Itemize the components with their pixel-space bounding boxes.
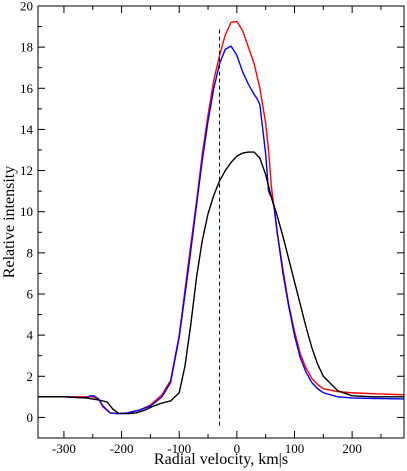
x-axis-label: Radial velocity, km|s: [154, 451, 288, 468]
x-tick-label: -200: [110, 441, 134, 456]
x-tick-label: 200: [342, 441, 362, 456]
y-tick-label: 20: [20, 0, 33, 14]
y-tick-label: 14: [20, 122, 34, 137]
y-tick-label: 18: [20, 40, 33, 55]
x-tick-label: 100: [285, 441, 305, 456]
series-line-2: [38, 45, 404, 415]
y-axis-label: Relative intensity: [1, 166, 18, 278]
plot-frame: [37, 5, 405, 439]
y-tick-label: 2: [27, 369, 34, 384]
x-tick-label: -300: [52, 441, 76, 456]
y-tick-label: 12: [20, 163, 33, 178]
series-layer: [38, 20, 404, 415]
y-tick-label: 6: [27, 287, 34, 302]
y-axis: 0 2 4 6 8 10 12 14 16 18 20: [20, 0, 404, 439]
x-tick-label: -100: [167, 441, 191, 456]
x-tick-label: 0: [234, 441, 241, 456]
y-tick-label: 10: [20, 204, 33, 219]
series-line-3: [38, 151, 404, 415]
y-tick-label: 0: [27, 410, 34, 425]
x-axis: -300 -200 -100 0 100 200: [52, 6, 382, 456]
y-tick-label: 16: [20, 81, 34, 96]
y-tick-label: 4: [27, 328, 34, 343]
y-tick-label: 8: [27, 245, 34, 260]
